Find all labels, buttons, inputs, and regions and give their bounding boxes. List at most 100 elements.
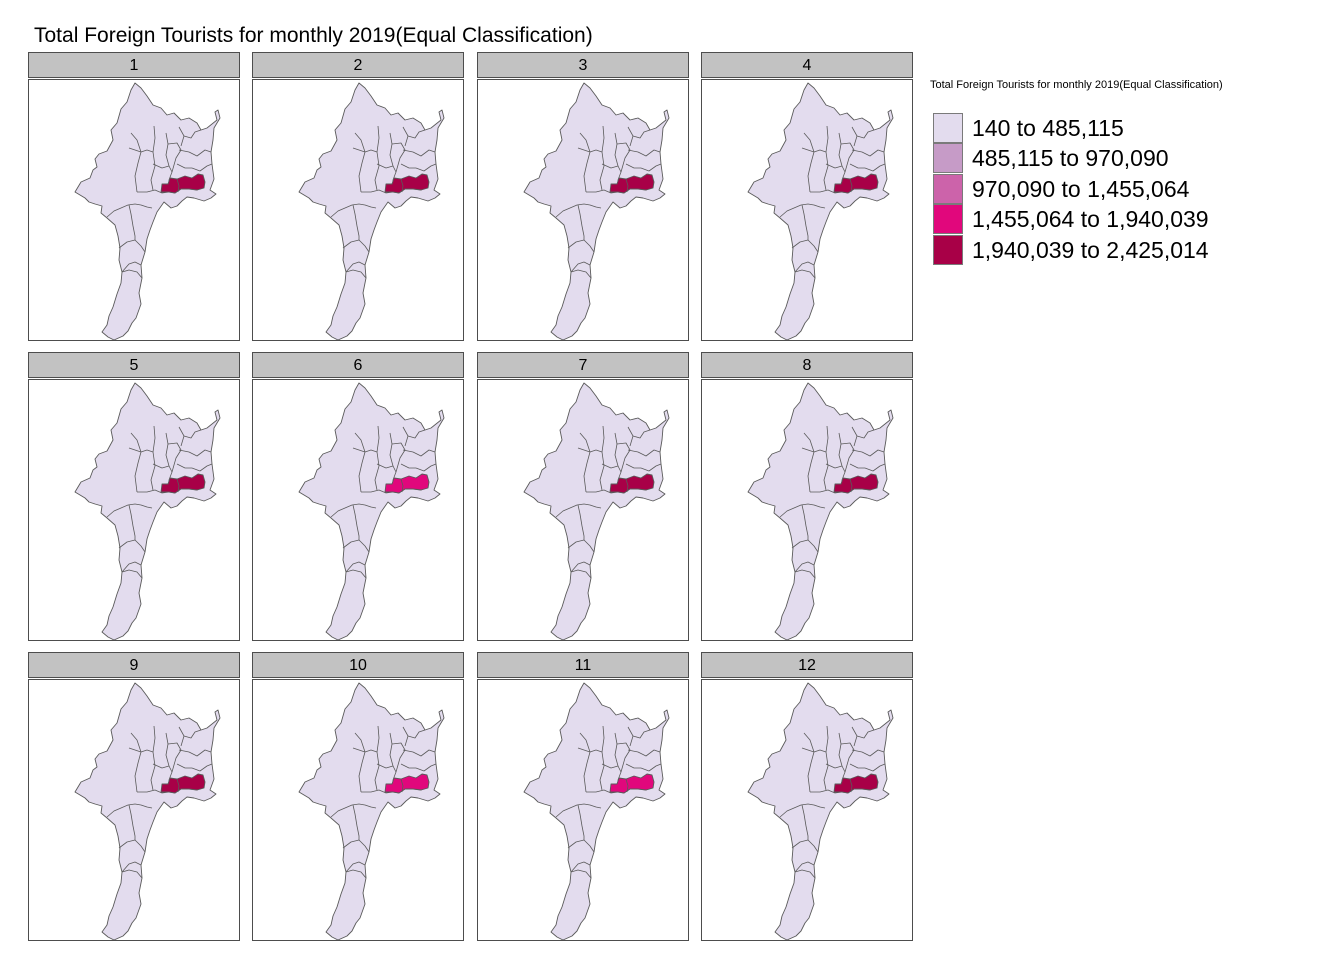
district-base-region: [74, 382, 221, 640]
legend-title: Total Foreign Tourists for monthly 2019(…: [930, 79, 1223, 91]
district-boundary: [849, 163, 865, 169]
facet-strip-label: 10: [252, 652, 464, 678]
district-boundary: [150, 425, 156, 491]
district-boundary: [856, 129, 875, 139]
district-boundary: [183, 129, 202, 139]
district-boundary: [345, 269, 367, 279]
district-boundary: [864, 463, 886, 472]
legend-swatch: [933, 143, 963, 173]
district-boundary: [389, 432, 394, 467]
district-map: [523, 682, 670, 940]
district-boundary: [640, 763, 662, 772]
district-boundary: [352, 747, 366, 753]
district-map: [747, 682, 894, 940]
district-boundary: [849, 178, 853, 193]
district-base-region: [74, 682, 221, 940]
district-base-region: [298, 382, 445, 640]
district-highlight-region: [384, 173, 430, 194]
district-highlight-region: [160, 173, 206, 194]
facet-month-5: 5: [28, 352, 240, 641]
legend-swatch: [933, 204, 963, 234]
district-boundary: [570, 261, 591, 273]
district-boundary: [577, 747, 591, 753]
district-boundary: [130, 432, 142, 493]
district-boundary: [577, 504, 585, 540]
district-boundary: [577, 804, 585, 840]
facet-map-panel: [28, 379, 240, 641]
district-boundary: [614, 432, 619, 467]
district-boundary: [579, 732, 591, 793]
district-boundary: [165, 132, 170, 167]
district-boundary: [352, 447, 366, 453]
district-boundary: [106, 803, 153, 818]
district-boundary: [632, 129, 651, 139]
district-boundary: [570, 269, 592, 279]
district-boundary: [627, 149, 661, 157]
district-boundary: [625, 778, 629, 793]
district-base-region: [523, 82, 670, 340]
district-boundary: [389, 132, 394, 167]
district-boundary: [345, 561, 366, 573]
district-boundary: [823, 725, 829, 791]
district-boundary: [555, 503, 602, 518]
district-boundary: [191, 163, 213, 172]
district-boundary: [632, 429, 651, 439]
district-boundary: [165, 732, 170, 767]
facet-strip-label: 2: [252, 52, 464, 78]
facet-map-panel: [477, 79, 689, 341]
district-boundary: [121, 561, 142, 573]
district-boundary: [801, 747, 815, 753]
district-boundary: [183, 729, 202, 739]
district-boundary: [128, 147, 142, 153]
district-boundary: [555, 203, 602, 218]
district-boundary: [555, 803, 602, 818]
district-boundary: [570, 869, 592, 879]
facet-month-6: 6: [252, 352, 464, 641]
district-boundary: [801, 504, 809, 540]
legend-label: 140 to 485,115: [972, 115, 1124, 141]
district-boundary: [851, 149, 885, 157]
district-boundary: [191, 763, 213, 772]
district-boundary: [415, 763, 437, 772]
facet-strip-label: 5: [28, 352, 240, 378]
district-boundary: [579, 432, 591, 493]
district-highlight-region: [609, 173, 655, 194]
district-boundary: [121, 269, 143, 279]
facet-map-panel: [28, 79, 240, 341]
district-boundary: [121, 569, 143, 579]
district-boundary: [400, 463, 416, 469]
district-boundary: [794, 269, 816, 279]
facet-strip-label: 11: [477, 652, 689, 678]
district-base-region: [298, 682, 445, 940]
district-boundary: [330, 203, 377, 218]
district-boundary: [415, 163, 437, 172]
district-boundary: [130, 132, 142, 193]
district-boundary: [625, 178, 629, 193]
facet-month-12: 12: [701, 652, 913, 941]
district-boundary: [140, 149, 154, 153]
district-boundary: [589, 449, 603, 453]
district-boundary: [330, 503, 377, 518]
district-boundary: [402, 149, 436, 157]
district-base-region: [747, 682, 894, 940]
district-boundary: [354, 432, 366, 493]
district-highlight-region: [160, 773, 206, 794]
district-boundary: [625, 463, 641, 469]
district-boundary: [794, 261, 815, 273]
district-boundary: [106, 203, 153, 218]
district-map: [523, 82, 670, 340]
district-boundary: [400, 178, 404, 193]
facet-map-panel: [701, 679, 913, 941]
legend-label: 485,115 to 970,090: [972, 145, 1169, 171]
district-boundary: [176, 178, 180, 193]
district-boundary: [191, 463, 213, 472]
district-highlight-region: [833, 473, 879, 494]
district-boundary: [140, 449, 154, 453]
facet-month-4: 4: [701, 52, 913, 341]
district-boundary: [400, 778, 404, 793]
facet-strip-label: 1: [28, 52, 240, 78]
district-boundary: [779, 803, 826, 818]
district-boundary: [577, 447, 591, 453]
district-boundary: [794, 561, 815, 573]
district-map: [298, 82, 445, 340]
